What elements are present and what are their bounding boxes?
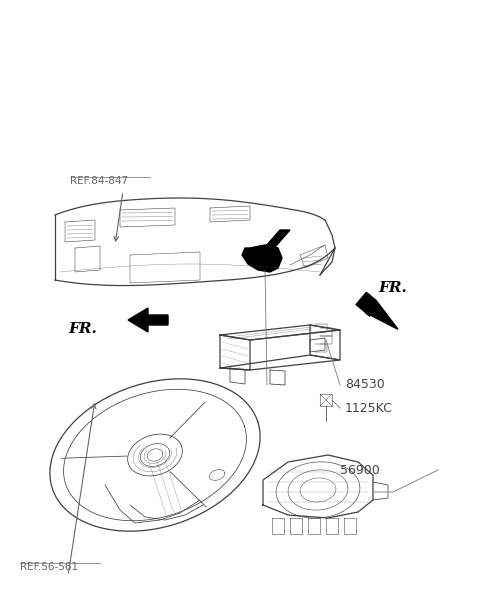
- Text: 84530: 84530: [345, 378, 385, 391]
- Text: 56900: 56900: [340, 463, 380, 476]
- Text: REF.84-847: REF.84-847: [70, 176, 128, 186]
- Polygon shape: [128, 308, 168, 332]
- Text: FR.: FR.: [378, 281, 407, 295]
- Polygon shape: [242, 245, 282, 272]
- Text: FR.: FR.: [68, 322, 97, 336]
- Polygon shape: [356, 293, 398, 329]
- Text: 1125KC: 1125KC: [345, 401, 393, 414]
- Text: REF.56-561: REF.56-561: [20, 562, 78, 572]
- Polygon shape: [251, 230, 290, 270]
